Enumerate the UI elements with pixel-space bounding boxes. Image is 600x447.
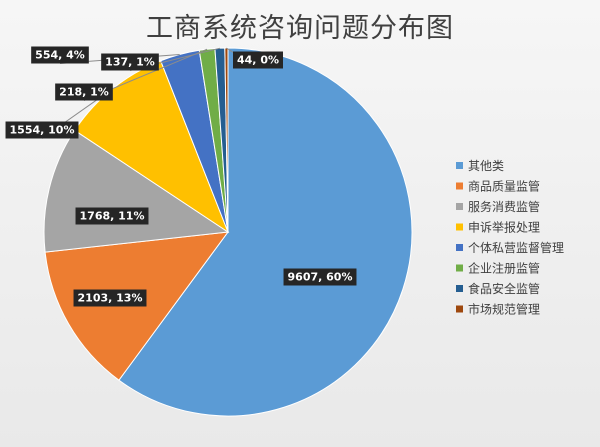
legend-entry: 商品质量监管 (468, 179, 540, 194)
data-label-box (31, 46, 89, 64)
data-label-box (101, 53, 159, 71)
legend-entry: 其他类 (468, 159, 504, 173)
legend-entry: 服务消费监管 (468, 199, 540, 214)
legend-entry: 市场规范管理 (468, 302, 540, 317)
legend-swatch (456, 264, 463, 272)
data-label-box (5, 121, 79, 139)
legend-entry: 企业注册监管 (468, 261, 540, 276)
data-label: 218, 1% (59, 86, 109, 99)
data-label: 1554, 10% (10, 124, 75, 137)
data-label: 9607, 60% (288, 271, 353, 284)
data-label: 137, 1% (105, 56, 155, 69)
chart-title: 工商系统咨询问题分布图 (146, 13, 454, 44)
legend-entry: 食品安全监管 (468, 281, 540, 296)
data-label: 1768, 11% (80, 210, 145, 223)
data-label-box (73, 289, 147, 307)
legend-swatch (456, 182, 463, 190)
legend-swatch (456, 203, 463, 210)
legend-swatch (456, 285, 463, 292)
data-label-box (283, 268, 357, 286)
data-label-box (233, 51, 283, 69)
pie-slice (118, 47, 413, 417)
legend-swatch (456, 244, 463, 251)
data-label-box (55, 83, 113, 101)
data-label: 554, 4% (35, 49, 85, 62)
data-label: 44, 0% (237, 54, 279, 67)
legend-entry: 申诉举报处理 (468, 220, 540, 235)
legend-swatch (456, 305, 463, 313)
data-label-box (75, 207, 149, 225)
legend-swatch (456, 162, 463, 169)
legend-entry: 个体私营监督管理 (468, 240, 564, 255)
data-label: 2103, 13% (78, 292, 143, 305)
legend-swatch (456, 223, 463, 231)
